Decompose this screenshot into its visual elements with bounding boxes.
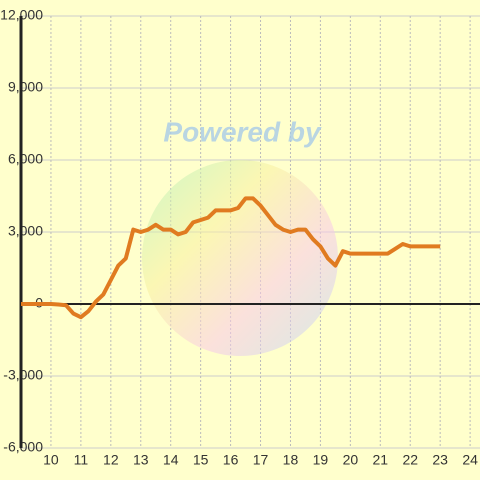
x-tick-label: 21: [373, 452, 389, 468]
x-tick-label: 12: [103, 452, 119, 468]
x-tick-label: 11: [74, 452, 89, 468]
x-tick-label: 20: [343, 452, 359, 468]
y-tick-label: 12,000: [0, 7, 43, 23]
x-tick-label: 19: [313, 452, 329, 468]
watermark: Powered by: [163, 116, 322, 147]
x-tick-label: 10: [43, 452, 59, 468]
y-tick-label: -3,000: [3, 367, 43, 383]
y-tick-label: 6,000: [8, 151, 43, 167]
x-tick-label: 18: [283, 452, 299, 468]
x-tick-label: 24: [462, 452, 478, 468]
watermark-badge: [142, 160, 338, 356]
x-tick-label: 13: [133, 452, 149, 468]
y-tick-label: 9,000: [8, 79, 43, 95]
x-tick-label: 23: [432, 452, 448, 468]
x-tick-label: 17: [253, 452, 269, 468]
x-tick-label: 22: [402, 452, 418, 468]
y-tick-label: -6,000: [3, 439, 43, 455]
data-line: [21, 196, 441, 320]
x-tick-label: 15: [193, 452, 209, 468]
x-tick-label: 16: [223, 452, 239, 468]
x-tick-label: 14: [163, 452, 179, 468]
y-tick-label: 3,000: [8, 223, 43, 239]
